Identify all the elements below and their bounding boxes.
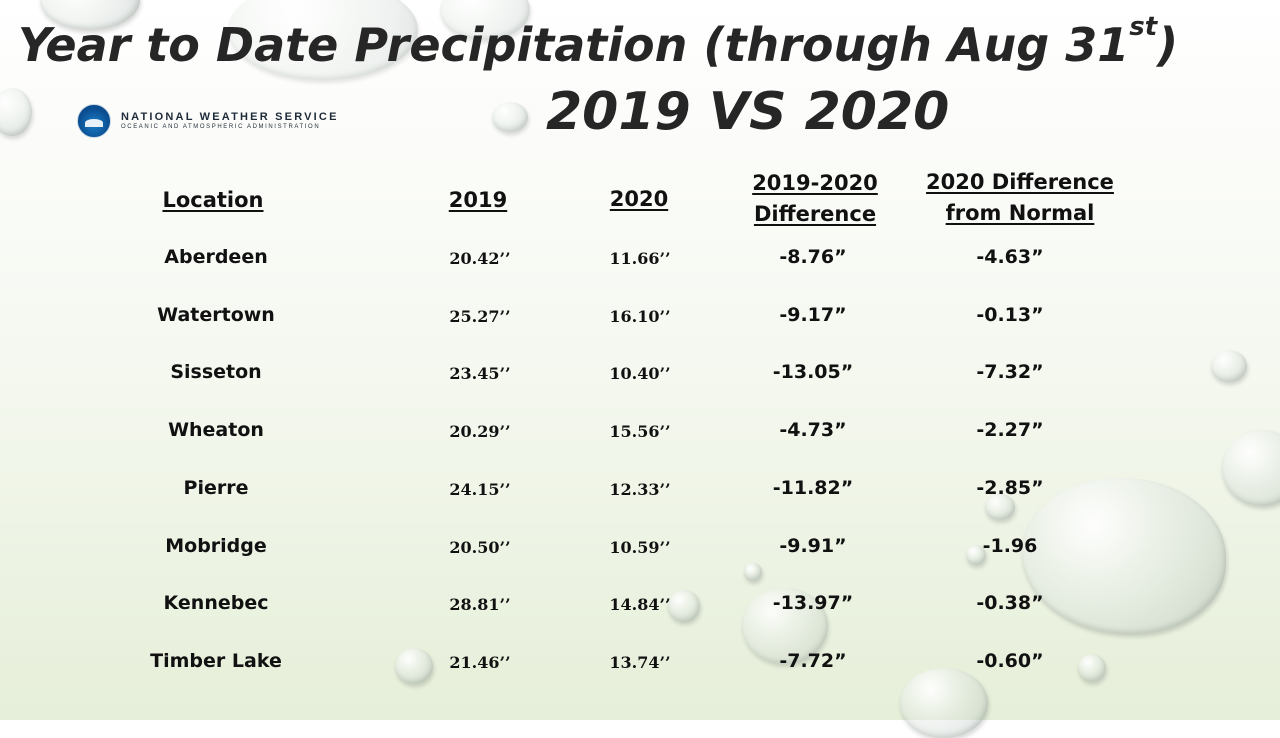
cell-y2019: 24.15’’ [449,480,511,499]
cell-location: Mobridge [165,535,267,557]
title-superscript: st [1129,12,1158,42]
cell-location: Pierre [183,477,249,499]
cell-normal: -2.85” [976,477,1044,499]
water-drop [0,88,32,136]
cell-y2019: 25.27’’ [449,307,511,326]
cell-normal: -0.13” [976,304,1044,326]
water-drop [1211,350,1247,382]
cell-location: Watertown [157,304,275,326]
cell-location: Timber Lake [150,650,282,672]
water-drop [900,668,988,738]
cell-y2020: 13.74’’ [609,653,671,672]
cell-y2019: 20.42’’ [449,249,511,268]
cell-normal: -1.96 [982,535,1038,557]
noaa-logo-icon [77,104,111,138]
cell-y2020: 15.56’’ [609,422,671,441]
page-subtitle: 2019 VS 2020 [546,82,950,142]
water-drop [742,588,828,664]
cell-y2020: 12.33’’ [609,480,671,499]
cell-diff: -13.97” [772,592,854,614]
water-drop [1222,430,1280,506]
title-close: ) [1157,18,1179,72]
header-2019: 2019 [448,188,508,212]
cell-y2019: 28.81’’ [449,595,511,614]
cell-normal: -0.38” [976,592,1044,614]
cell-location: Wheaton [168,419,264,441]
cell-y2020: 11.66’’ [609,249,671,268]
cell-normal: -4.63” [976,246,1044,268]
title-main: Year to Date Precipitation (through Aug … [18,18,1130,72]
water-drop [228,0,418,80]
cell-normal: -2.27” [976,419,1044,441]
cell-diff: -4.73” [779,419,847,441]
header-2019-2020-difference: 2019-2020 Difference [752,171,878,226]
nws-wordmark: NATIONAL WEATHER SERVICE OCEANIC AND ATM… [121,111,339,130]
cell-y2019: 21.46’’ [449,653,511,672]
cell-y2020: 16.10’’ [609,307,671,326]
cell-location: Aberdeen [164,246,268,268]
water-drop [744,563,762,581]
cell-diff: -11.82” [772,477,854,499]
cell-normal: -0.60” [976,650,1044,672]
water-drop [492,102,528,132]
cell-diff: -9.17” [779,304,847,326]
cell-y2020: 10.40’’ [609,364,671,383]
header-location: Location [162,188,264,212]
water-drop [985,494,1015,520]
cell-normal: -7.32” [976,361,1044,383]
cell-location: Sisseton [170,361,262,383]
water-drop [1022,478,1226,634]
cell-diff: -13.05” [772,361,854,383]
cell-y2020: 10.59’’ [609,538,671,557]
header-difference-from-normal: 2020 Difference from Normal [926,170,1114,225]
water-drop [668,590,700,622]
cell-y2019: 20.29’’ [449,422,511,441]
nws-subname: OCEANIC AND ATMOSPHERIC ADMINISTRATION [121,124,321,130]
cell-diff: -9.91” [779,535,847,557]
water-drop [1078,654,1106,682]
cell-location: Kennebec [163,592,269,614]
nws-name: NATIONAL WEATHER SERVICE [121,111,339,123]
water-drop [395,648,433,684]
cell-diff: -8.76” [779,246,847,268]
cell-diff: -7.72” [779,650,847,672]
header-2020: 2020 [609,187,669,211]
cell-y2019: 23.45’’ [449,364,511,383]
water-drop [966,545,986,565]
page-title: Year to Date Precipitation (through Aug … [18,12,1280,72]
cell-y2019: 20.50’’ [449,538,511,557]
cell-y2020: 14.84’’ [609,595,671,614]
